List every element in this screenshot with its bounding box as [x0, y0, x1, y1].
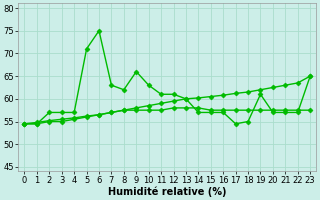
X-axis label: Humidité relative (%): Humidité relative (%): [108, 186, 227, 197]
